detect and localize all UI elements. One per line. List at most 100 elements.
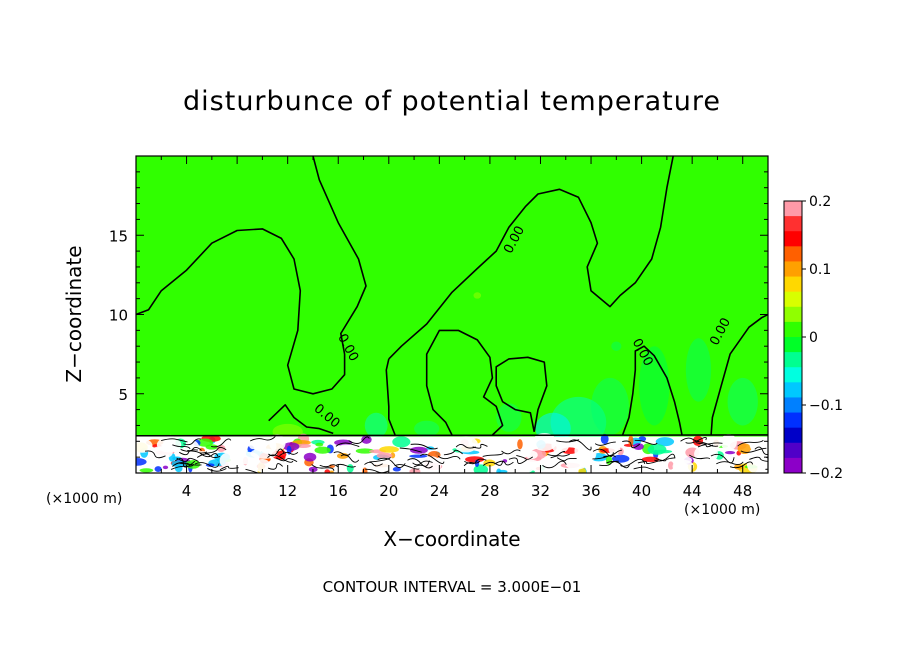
boundary-contour bbox=[740, 447, 767, 453]
eddy bbox=[526, 450, 538, 460]
turbulence-patch bbox=[409, 454, 428, 458]
boundary-contour bbox=[196, 453, 221, 459]
boundary-contour bbox=[754, 446, 768, 455]
boundary-contour bbox=[311, 464, 335, 471]
eddy bbox=[551, 437, 570, 453]
boundary-contour bbox=[729, 461, 754, 469]
boundary-contour bbox=[176, 457, 199, 462]
colorbar-segment bbox=[784, 427, 802, 444]
boundary-contour bbox=[749, 456, 768, 462]
chart-title: disturbunce of potential temperature bbox=[183, 86, 721, 117]
boundary-contour bbox=[482, 452, 504, 457]
zero-contour bbox=[495, 356, 548, 432]
colorbar-segment bbox=[784, 201, 802, 217]
turbulence-patch bbox=[392, 436, 411, 448]
x-unit-right: (×1000 m) bbox=[684, 502, 761, 518]
boundary-contour bbox=[516, 455, 534, 460]
colorbar-segment bbox=[784, 457, 802, 474]
zero-contour bbox=[136, 156, 367, 395]
colorbar-segment bbox=[784, 246, 802, 262]
colorbar: 0.2 0.1 0 −0.1 −0.2 bbox=[783, 194, 843, 482]
boundary-contour bbox=[267, 454, 294, 463]
eddy bbox=[442, 447, 455, 466]
boundary-contour bbox=[464, 458, 487, 465]
boundary-contour bbox=[737, 439, 764, 447]
eddy bbox=[187, 451, 215, 461]
turbulence-patch bbox=[216, 444, 226, 453]
x-tick-label: 40 bbox=[632, 482, 651, 500]
colorbar-segment bbox=[784, 216, 802, 232]
boundary-contour bbox=[620, 458, 646, 467]
boundary-contour bbox=[172, 462, 190, 467]
turbulence-patch bbox=[336, 452, 349, 459]
x-tick-label: 28 bbox=[480, 482, 499, 500]
x-tick-label: 4 bbox=[182, 482, 192, 500]
colorbar-segment bbox=[784, 261, 802, 278]
boundary-contour bbox=[377, 457, 406, 469]
plot-area: 0.000.000.000.000.00 bbox=[136, 156, 768, 473]
eddy bbox=[219, 452, 237, 469]
boundary-contour bbox=[161, 438, 188, 443]
boundary-contour bbox=[568, 439, 592, 451]
boundary-contour bbox=[494, 460, 514, 466]
x-tick-label: 36 bbox=[581, 482, 600, 500]
colorbar-segment bbox=[784, 231, 802, 247]
turbulence-patch bbox=[139, 468, 154, 473]
eddy bbox=[564, 455, 588, 470]
colorbar-tick-label: 0.2 bbox=[809, 194, 831, 210]
zero-contour bbox=[385, 358, 396, 436]
zero-contour bbox=[621, 345, 683, 436]
colorbar-segment bbox=[784, 291, 802, 308]
field-blob bbox=[414, 420, 440, 437]
eddy bbox=[136, 438, 153, 453]
boundary-contour bbox=[685, 436, 707, 444]
boundary-contour bbox=[482, 461, 504, 466]
boundary-contour bbox=[369, 456, 391, 463]
field-background bbox=[136, 156, 768, 473]
colorbar-segment bbox=[784, 352, 802, 368]
boundary-contour bbox=[547, 451, 566, 457]
boundary-contour bbox=[399, 447, 422, 453]
y-tick-label: 5 bbox=[118, 386, 128, 404]
boundary-contour bbox=[267, 463, 283, 470]
turbulence-patch bbox=[346, 464, 354, 473]
boundary-contour bbox=[695, 440, 719, 447]
colorbar-segment bbox=[784, 337, 802, 353]
eddy bbox=[513, 459, 540, 469]
boundary-contour bbox=[420, 453, 445, 464]
turbulence-patch bbox=[483, 459, 496, 467]
boundary-contour bbox=[275, 457, 298, 463]
eddy bbox=[453, 436, 478, 453]
boundary-contour bbox=[199, 452, 219, 458]
boundary-contour bbox=[654, 453, 676, 462]
boundary-contour bbox=[394, 464, 420, 470]
x-tick-label: 8 bbox=[232, 482, 242, 500]
boundary-contour bbox=[279, 451, 299, 456]
boundary-contour bbox=[144, 450, 166, 459]
boundary-contour bbox=[463, 460, 481, 467]
boundary-contour bbox=[437, 455, 461, 460]
boundary-contour bbox=[187, 450, 208, 454]
boundary-contour bbox=[319, 464, 339, 468]
eddy bbox=[329, 459, 350, 467]
boundary-contour bbox=[637, 460, 659, 465]
field-blob bbox=[727, 377, 758, 426]
turbulence-patch bbox=[611, 454, 630, 463]
turbulence-patch bbox=[633, 443, 644, 451]
turbulence-patch bbox=[498, 469, 508, 473]
boundary-contour bbox=[716, 461, 744, 465]
zero-contour bbox=[425, 329, 504, 436]
boundary-contour bbox=[472, 443, 488, 449]
boundary-contour bbox=[412, 460, 433, 466]
eddy bbox=[585, 443, 597, 461]
boundary-contour bbox=[695, 442, 723, 445]
colorbar-tick-label: 0 bbox=[809, 330, 818, 346]
field-blob bbox=[639, 346, 670, 426]
boundary-contour bbox=[335, 442, 360, 448]
turbulence-patch bbox=[171, 460, 189, 468]
turbulence-patch bbox=[362, 467, 368, 473]
boundary-contour bbox=[194, 462, 220, 468]
y-axis-label: Z−coordinate bbox=[62, 245, 86, 383]
boundary-contour bbox=[207, 468, 227, 472]
